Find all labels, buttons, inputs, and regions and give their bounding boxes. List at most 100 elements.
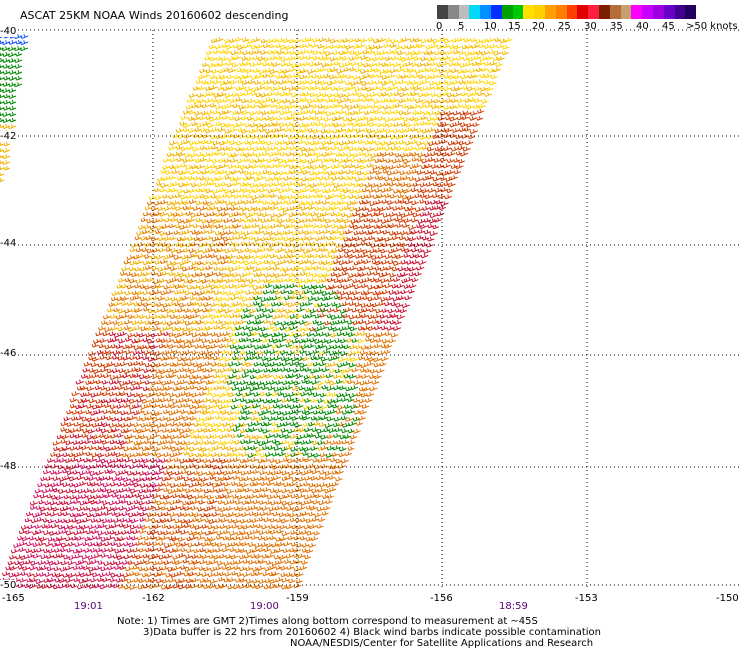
wind-barb: [389, 85, 399, 91]
wind-barb: [392, 62, 402, 68]
wind-barb: [269, 564, 277, 570]
wind-barb: [173, 409, 181, 414]
wind-barb: [264, 146, 273, 152]
wind-barb: [253, 236, 262, 242]
wind-barb: [195, 122, 205, 128]
wind-barb: [492, 67, 501, 73]
wind-barb: [325, 128, 334, 134]
wind-barb: [336, 254, 344, 260]
wind-barb: [314, 512, 322, 518]
wind-barb: [246, 175, 255, 181]
wind-barb: [28, 536, 36, 541]
wind-barb: [123, 541, 132, 547]
wind-barb: [223, 79, 233, 85]
wind-barb: [277, 222, 284, 228]
wind-barb: [324, 175, 333, 181]
wind-barb: [292, 211, 301, 217]
wind-barb: [377, 116, 386, 121]
wind-barb: [370, 211, 379, 217]
wind-barb: [141, 398, 150, 404]
wind-barb: [251, 223, 260, 229]
wind-barb: [365, 224, 374, 230]
colorbar-segment: [620, 5, 632, 19]
wind-barb: [328, 181, 336, 187]
colorbar-segment: [490, 5, 502, 19]
wind-barb: [430, 61, 438, 67]
wind-barb: [330, 145, 339, 151]
wind-barb: [262, 73, 270, 78]
wind-barb: [269, 103, 278, 108]
wind-barb: [238, 104, 246, 110]
wind-barb: [266, 158, 274, 163]
wind-barb: [277, 37, 286, 43]
wind-barb: [364, 379, 373, 385]
wind-barb: [173, 289, 181, 295]
wind-barb: [208, 271, 217, 277]
wind-barb: [276, 127, 285, 132]
wind-barb: [148, 228, 156, 234]
wind-barb: [347, 446, 355, 451]
wind-barb: [267, 91, 275, 97]
wind-barb: [377, 332, 386, 338]
wind-barb: [409, 85, 417, 90]
wind-barb: [470, 37, 478, 43]
wind-barb: [199, 193, 207, 199]
wind-barb: [332, 50, 340, 56]
wind-barb: [221, 547, 230, 553]
wind-barb: [333, 183, 343, 189]
wind-barb: [326, 307, 335, 313]
wind-barb: [358, 182, 366, 188]
wind-barb: [175, 127, 185, 133]
wind-barb: [243, 457, 252, 463]
wind-barb: [411, 157, 419, 162]
wind-barb: [221, 565, 230, 570]
wind-barb: [157, 206, 165, 211]
wind-barb: [348, 37, 356, 43]
wind-barb: [310, 397, 318, 403]
wind-barb: [421, 158, 430, 164]
wind-barb: [434, 110, 443, 116]
wind-barb: [387, 73, 396, 79]
wind-barb: [314, 61, 323, 67]
wind-barb: [348, 175, 357, 181]
wind-barb: [127, 301, 134, 306]
wind-barb: [167, 349, 176, 355]
wind-barb: [60, 427, 68, 432]
wind-barb: [220, 163, 229, 169]
wind-barb: [307, 164, 314, 170]
wind-barb: [300, 49, 309, 55]
wind-barb: [311, 164, 320, 170]
wind-barb: [254, 385, 263, 391]
wind-barb: [203, 302, 212, 307]
wind-barb: [83, 577, 92, 583]
wind-barb: [111, 493, 119, 498]
wind-barb: [279, 151, 288, 157]
wind-barb: [456, 115, 465, 121]
wind-barb: [174, 440, 183, 446]
wind-barb: [313, 97, 322, 103]
wind-barb: [270, 97, 279, 103]
wind-barb: [288, 331, 297, 337]
wind-barb: [280, 56, 289, 62]
wind-barb: [365, 86, 375, 92]
wind-barb: [170, 217, 178, 222]
wind-barb: [263, 319, 271, 324]
wind-barb: [149, 440, 158, 446]
wind-barb: [139, 559, 148, 565]
wind-barb: [243, 199, 252, 205]
wind-barb: [300, 205, 309, 211]
wind-barb: [452, 128, 460, 133]
wind-barb: [355, 97, 363, 103]
wind-barb: [389, 193, 398, 199]
wind-barb: [335, 272, 343, 278]
wind-barb: [450, 164, 459, 170]
wind-barb: [133, 403, 142, 409]
wind-barb: [350, 61, 359, 67]
wind-barb: [145, 235, 154, 241]
wind-barb: [172, 554, 181, 560]
wind-barb: [331, 452, 339, 457]
colorbar-label: 5: [458, 21, 465, 32]
wind-barb: [430, 199, 439, 205]
wind-barb: [10, 548, 20, 554]
wind-barb: [180, 440, 188, 446]
